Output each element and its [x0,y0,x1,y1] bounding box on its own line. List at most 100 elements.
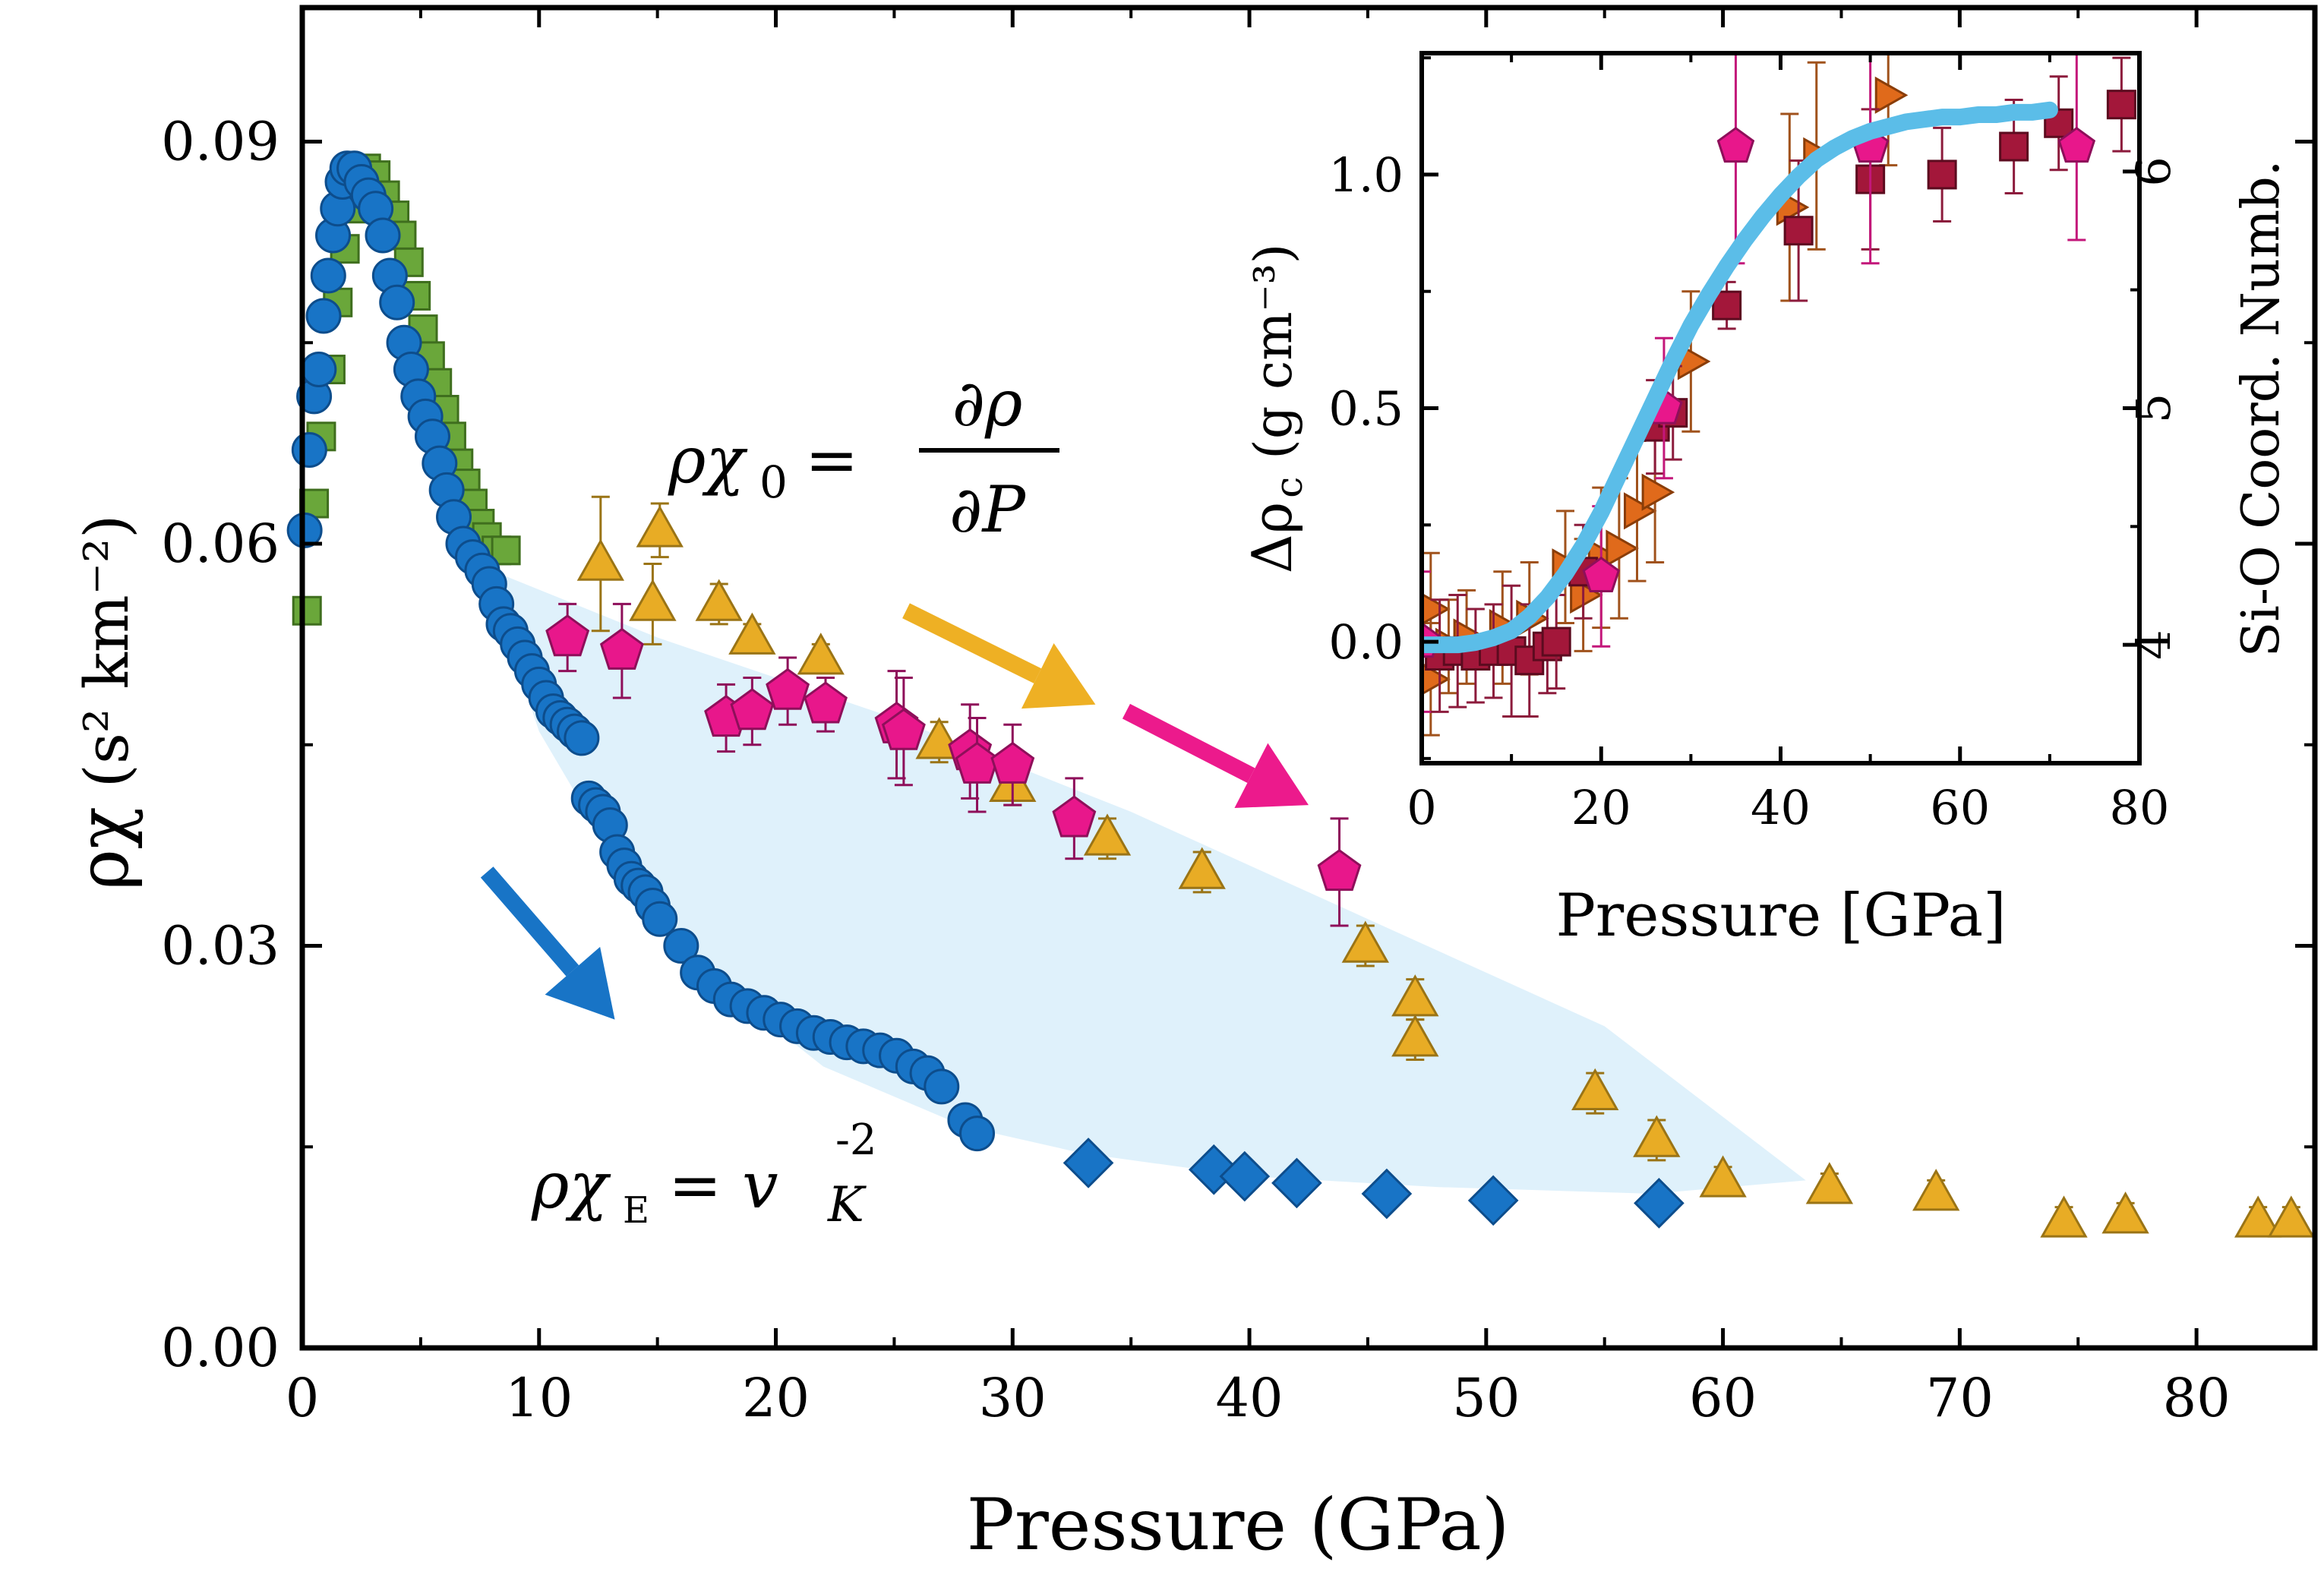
inset-curve-layer [1422,101,2058,654]
triangles-right-point-11 [1641,473,1675,511]
main-y-tick-label: 0.09 [161,111,279,173]
chi0-subscript: 0 [759,456,788,508]
pentagons-inset-point-1 [1582,556,1621,593]
inset-y-tick-label: 0.0 [1328,614,1404,670]
main-x-tick-label: 0 [286,1367,320,1429]
inset-y-tick-label: 1.0 [1328,147,1404,203]
series-circles [286,150,996,1152]
pentagons-point-12 [1317,848,1362,892]
chiE-subscript: E [623,1189,649,1232]
pentagons-point-0 [545,614,590,657]
inset-x-tick-label: 20 [1571,780,1631,835]
inset-y-axis: 0.0 0.5 1.0 [1328,56,1438,760]
inset-right-axis: 4 5 6 [2123,156,2181,660]
main-y-tick-label: 0.06 [161,513,279,575]
pentagons-point-10 [990,741,1035,784]
squares-maroon-point-14 [1927,159,1957,190]
squares-point-26 [491,535,521,566]
chiE-k-subscript: K [827,1177,867,1233]
triangles-point-13 [1571,1068,1619,1110]
chiE-rhs: = v [668,1148,778,1223]
pentagons-point-5 [804,681,848,724]
series-pentagons [545,602,1362,927]
main-x-tick-label: 60 [1689,1367,1757,1429]
pentagons-inset-point-3 [1716,126,1755,163]
gold-arrow-shaft [902,603,1042,683]
chiE-exponent: -2 [835,1116,877,1165]
chi0-numerator: ∂ρ [952,366,1023,440]
triangles-right-point-10 [1624,492,1657,530]
main-y-axis-unit: (s² km⁻²) [71,515,142,788]
squares-maroon-point-7 [1541,626,1571,657]
inset-y-tick-label: 0.5 [1328,381,1404,437]
inset-x-axis: 0 20 40 60 80 [1407,53,2169,835]
triangles-point-17 [1912,1169,1960,1211]
pentagons-point-11 [1052,795,1097,838]
chiE-lhs: ρχ [531,1148,611,1223]
series-triangles [576,495,2315,1238]
inset-x-tick-label: 60 [1930,780,1990,835]
triangles-point-2 [636,505,684,548]
squares-point-0 [292,595,322,626]
circles-point-52 [642,901,678,937]
main-x-axis: 0 10 20 30 40 50 60 70 80 [286,8,2231,1429]
main-y-tick-label: 0.00 [161,1317,279,1379]
triangles-point-9 [1178,847,1226,889]
inset-x-axis-label: Pressure [GPa] [1555,882,2006,950]
circles-point-1 [291,431,327,468]
data-points-layer [286,150,2315,1238]
inset-right-tick-label: 4 [2126,630,2181,659]
main-x-tick-label: 70 [1926,1367,1994,1429]
gold-arrow-head [1021,643,1096,709]
pink-arrow-head [1234,743,1309,808]
triangles-point-16 [1805,1162,1854,1204]
inset-x-tick-label: 40 [1751,780,1811,835]
blue-arrow-shaft [480,866,579,977]
inset-chart: 0 20 40 60 80 0.0 0.5 1.0 4 5 6 Pressure [GPa] Δ… [1240,51,2291,950]
inset-right-tick-label: 6 [2126,156,2181,186]
triangles-point-18 [2040,1195,2088,1238]
main-plot-frame [299,5,2318,1351]
pentagons-point-4 [766,667,810,710]
main-x-axis-label: Pressure (GPa) [967,1484,1510,1567]
inset-x-tick-label: 80 [2110,780,2170,835]
pentagons-inset-point-5 [2057,126,2096,163]
triangles-point-3 [695,579,743,621]
diamonds-point-5 [1467,1175,1519,1226]
circles-point-69 [924,1068,960,1105]
pentagons-point-7 [881,708,926,750]
inset-right-tick-label: 5 [2126,393,2181,423]
triangles-point-5 [797,633,845,675]
squares-maroon-point-15 [1999,131,2029,162]
main-x-tick-label: 50 [1452,1367,1520,1429]
main-x-tick-label: 20 [742,1367,810,1429]
squares-maroon-point-11 [1712,290,1742,320]
main-x-tick-label: 10 [505,1367,573,1429]
fraction-bar [919,448,1059,453]
diamonds-point-4 [1361,1168,1413,1220]
triangles-point-20 [2234,1195,2282,1238]
circles-point-5 [310,257,346,294]
squares-maroon-point-17 [2106,90,2136,120]
triangles-point-14 [1633,1115,1681,1157]
main-y-tick-label: 0.03 [161,915,279,977]
chi0-equals: = [805,423,858,497]
triangles-right-point-7 [1570,576,1603,614]
inset-y-axis-unit: (g cm⁻³) [1244,244,1304,459]
triangles-point-0 [576,538,624,581]
triangles-point-19 [2101,1191,2149,1234]
inset-x-tick-label: 0 [1407,780,1436,835]
circles-point-3 [301,352,337,388]
pentagons-point-1 [599,627,644,670]
arrow-layer [480,603,1309,1020]
circles-point-41 [564,720,600,756]
pentagons-point-3 [730,688,775,731]
inset-y-axis-symbol: Δρ [1240,502,1304,573]
triangles-point-12 [1391,1015,1439,1057]
main-x-tick-label: 30 [979,1367,1047,1429]
triangles-point-8 [1083,813,1132,856]
diamonds-point-3 [1271,1157,1322,1209]
inset-right-axis-label: Si-O Coord. Numb. [2231,160,2291,658]
equation-chiE: ρχ E = v -2 K [531,1116,877,1233]
